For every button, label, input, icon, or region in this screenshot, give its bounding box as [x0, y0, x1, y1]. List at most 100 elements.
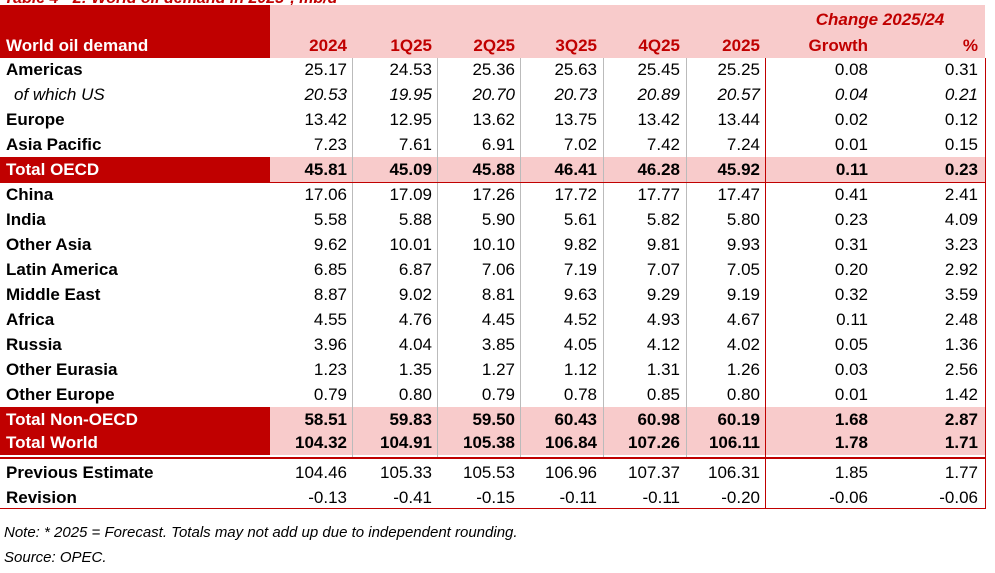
row-label: Asia Pacific	[6, 135, 102, 154]
cell: 105.33	[380, 463, 432, 482]
cell: 17.06	[304, 185, 347, 204]
column-line	[437, 58, 438, 457]
cell: 25.17	[304, 60, 347, 79]
cell: 1.42	[944, 385, 978, 404]
row-label: Other Europe	[6, 385, 115, 404]
header-cell: 2024	[309, 36, 347, 55]
cell: 20.57	[717, 85, 760, 104]
cell: 12.95	[389, 110, 432, 129]
cell: 13.44	[717, 110, 760, 129]
cell: 0.78	[563, 385, 597, 404]
cell: 1.31	[646, 360, 680, 379]
cell: 1.77	[944, 463, 978, 482]
row-label: Other Eurasia	[6, 360, 118, 379]
cell: 0.41	[834, 185, 868, 204]
cell: 6.91	[481, 135, 515, 154]
column-line	[603, 58, 604, 457]
cell: 0.21	[944, 85, 978, 104]
cell: 0.12	[944, 110, 978, 129]
cell: 104.32	[295, 433, 347, 452]
row-label: Total OECD	[6, 160, 100, 179]
cell: 3.85	[481, 335, 515, 354]
cell: 13.42	[637, 110, 680, 129]
total-bg	[270, 407, 985, 432]
cell: 9.93	[726, 235, 760, 254]
row-label: China	[6, 185, 54, 204]
cell: 46.41	[554, 160, 597, 179]
group-header: Change 2025/24	[815, 10, 945, 29]
row-label: Middle East	[6, 285, 101, 304]
total-label-bg	[0, 407, 270, 432]
cell: 17.77	[637, 185, 680, 204]
cell: 4.67	[726, 310, 760, 329]
cell: 58.51	[304, 410, 347, 429]
cell: 0.23	[944, 160, 978, 179]
cell: 3.23	[944, 235, 978, 254]
cell: 4.52	[563, 310, 597, 329]
cell: 20.53	[304, 85, 347, 104]
cell: 17.09	[389, 185, 432, 204]
cell: 17.26	[472, 185, 515, 204]
cell: 46.28	[637, 160, 680, 179]
row-line	[0, 457, 986, 459]
cell: 10.01	[389, 235, 432, 254]
cell: 105.38	[463, 433, 515, 452]
cell: 8.87	[313, 285, 347, 304]
cell: 17.47	[717, 185, 760, 204]
cell: 1.71	[944, 433, 978, 452]
cell: 5.80	[726, 210, 760, 229]
cell: 1.35	[398, 360, 432, 379]
total-bg	[270, 430, 985, 455]
row-label: Total Non-OECD	[6, 410, 138, 429]
cell: 4.93	[646, 310, 680, 329]
cell: 9.29	[646, 285, 680, 304]
cell: 0.01	[834, 385, 868, 404]
cell: 3.96	[313, 335, 347, 354]
cell: 0.03	[834, 360, 868, 379]
row-label: of which US	[14, 85, 105, 104]
cell: 2.41	[944, 185, 978, 204]
cell: 60.43	[554, 410, 597, 429]
cell: 0.80	[398, 385, 432, 404]
cell: 1.12	[563, 360, 597, 379]
column-line	[686, 58, 687, 457]
cell: 8.81	[481, 285, 515, 304]
cell: -0.11	[642, 488, 681, 507]
cell: 104.46	[295, 463, 347, 482]
cell: 6.87	[398, 260, 432, 279]
cell: 5.90	[481, 210, 515, 229]
cell: -0.41	[393, 488, 432, 507]
cell: 0.31	[834, 235, 868, 254]
row-label: Total World	[6, 433, 98, 452]
cell: 4.05	[563, 335, 597, 354]
header-bg	[270, 5, 985, 58]
cell: 9.62	[313, 235, 347, 254]
cell: 1.68	[834, 410, 868, 429]
cell: 2.87	[944, 410, 978, 429]
cell: 0.32	[834, 285, 868, 304]
row-label: Other Asia	[6, 235, 92, 254]
header-cell: %	[962, 36, 978, 55]
cell: 105.53	[463, 463, 515, 482]
cell: 5.88	[398, 210, 432, 229]
cell: 60.19	[717, 410, 760, 429]
cell: 59.83	[389, 410, 432, 429]
cell: 2.92	[944, 260, 978, 279]
cell: 4.45	[481, 310, 515, 329]
cell: 25.63	[554, 60, 597, 79]
cell: 4.04	[398, 335, 432, 354]
header-label-bg	[0, 5, 270, 58]
cell: 1.36	[944, 335, 978, 354]
cell: 0.01	[834, 135, 868, 154]
cell: 0.85	[646, 385, 680, 404]
row-label: Europe	[6, 110, 65, 129]
cell: 0.80	[726, 385, 760, 404]
column-line	[520, 58, 521, 457]
cell: 0.31	[944, 60, 978, 79]
cell: 0.20	[834, 260, 868, 279]
cell: 9.82	[563, 235, 597, 254]
cell: 5.82	[646, 210, 680, 229]
row-label: Russia	[6, 335, 62, 354]
cell: 0.15	[944, 135, 978, 154]
